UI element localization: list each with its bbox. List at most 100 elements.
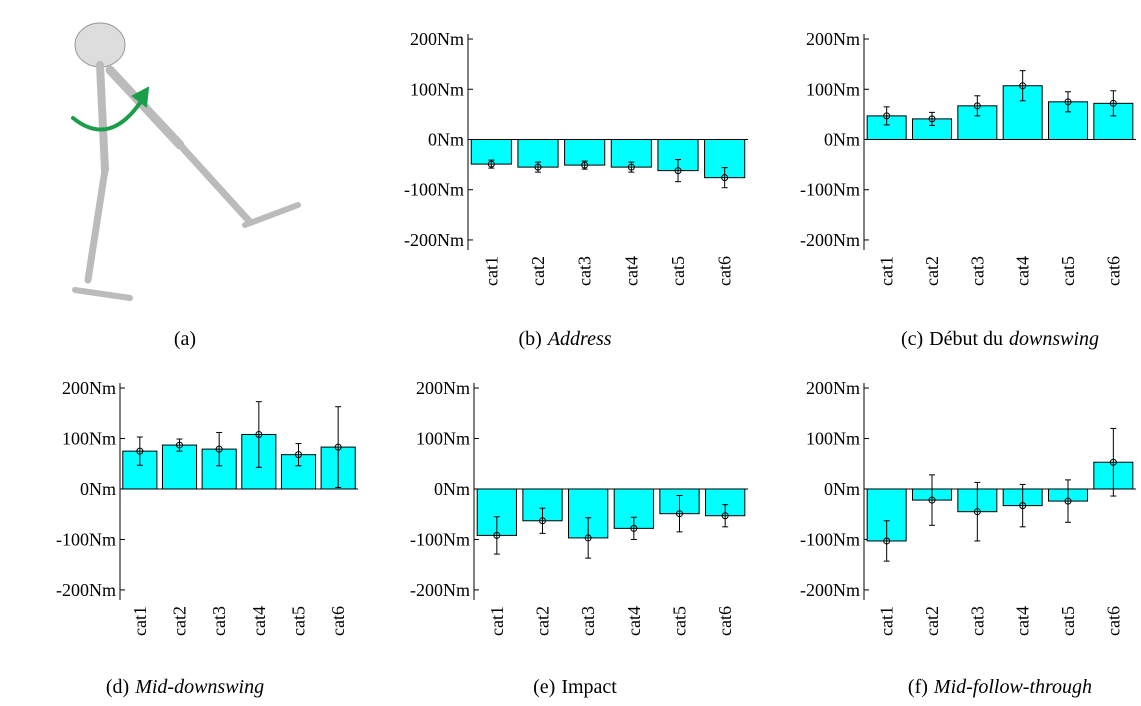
x-tick-label: cat6 [1103, 606, 1123, 636]
y-tick-label: -100Nm [404, 180, 464, 200]
y-tick-label: -200Nm [800, 230, 860, 250]
error-bar [928, 111, 936, 126]
error-bar [334, 406, 342, 488]
x-tick-label: cat6 [328, 606, 348, 636]
mean-marker [176, 441, 183, 449]
error-bar [1064, 91, 1072, 113]
y-tick-label: -200Nm [404, 230, 464, 250]
mean-marker [1019, 82, 1027, 90]
error-bar [883, 520, 891, 562]
error-bar [676, 495, 683, 533]
x-tick-label: cat1 [487, 606, 507, 636]
y-tick-label: 200Nm [806, 29, 860, 49]
error-bar [295, 443, 302, 467]
caption-emphasis: Mid-downswing [134, 676, 264, 698]
mean-marker [973, 508, 981, 516]
caption-emphasis: downswing [1009, 328, 1099, 350]
mean-marker [883, 537, 891, 545]
caption-label: (c) [901, 328, 923, 350]
error-bar [534, 161, 542, 173]
caption-text: Début du [929, 328, 1003, 350]
mean-marker [493, 531, 501, 539]
y-tick-label: -100Nm [800, 529, 860, 549]
x-tick-label: cat6 [715, 606, 735, 636]
mean-marker [1019, 502, 1027, 510]
x-tick-label: cat4 [1013, 256, 1033, 286]
mean-marker [136, 447, 144, 455]
y-tick-label: 100Nm [410, 79, 464, 99]
mean-marker [295, 451, 302, 459]
x-tick-label: cat5 [670, 606, 690, 636]
error-bar [883, 106, 891, 126]
x-tick-label: cat4 [624, 606, 644, 636]
error-bar [630, 516, 638, 540]
mean-marker [928, 115, 936, 123]
x-tick-label: cat5 [668, 256, 688, 286]
y-tick-label: -100Nm [410, 529, 470, 549]
mean-marker [973, 102, 981, 110]
mean-marker [630, 524, 638, 532]
x-tick-label: cat3 [578, 606, 598, 636]
caption-label: (f) [908, 676, 928, 698]
mean-marker [255, 430, 263, 438]
y-tick-label: 0Nm [824, 479, 860, 499]
x-tick-label: cat4 [621, 256, 641, 286]
x-tick-label: cat1 [877, 606, 897, 636]
x-tick-label: cat1 [877, 256, 897, 286]
y-tick-label: 200Nm [62, 378, 116, 398]
x-tick-label: cat3 [967, 256, 987, 286]
mean-marker [215, 445, 223, 453]
x-tick-label: cat2 [533, 606, 553, 636]
mean-marker [1109, 99, 1117, 107]
mean-marker [334, 443, 342, 451]
y-tick-label: 200Nm [416, 378, 470, 398]
caption-emphasis: Address [546, 328, 612, 350]
error-bar [928, 474, 936, 526]
mean-marker [721, 174, 729, 182]
x-tick-label: cat1 [130, 606, 150, 636]
mean-marker [721, 512, 729, 520]
y-tick-label: 200Nm [806, 378, 860, 398]
x-tick-label: cat4 [1013, 606, 1033, 636]
mean-marker [1109, 458, 1117, 466]
mean-marker [1064, 497, 1072, 505]
error-bar [493, 516, 501, 555]
panel-caption: (b) Address [518, 328, 611, 350]
error-bar [487, 159, 495, 169]
caption-text: Impact [561, 676, 617, 698]
x-tick-label: cat6 [1103, 256, 1123, 286]
error-bar [1019, 70, 1027, 102]
skeleton-illustration [71, 22, 301, 301]
caption-label: (b) [518, 328, 541, 350]
error-bar [973, 95, 981, 117]
panel-caption: (c) Début du downswing [901, 328, 1099, 350]
y-tick-label: -200Nm [410, 580, 470, 600]
x-tick-label: cat3 [209, 606, 229, 636]
error-bar [721, 167, 729, 189]
mean-marker [581, 161, 589, 169]
y-tick-label: -200Nm [56, 580, 116, 600]
error-bar [176, 438, 183, 452]
panel-caption: (a) [174, 328, 196, 350]
error-bar [584, 517, 592, 559]
bar [1093, 102, 1134, 140]
x-tick-label: cat2 [528, 256, 548, 286]
y-tick-label: 100Nm [806, 429, 860, 449]
y-tick-label: 0Nm [824, 129, 860, 149]
y-tick-label: -200Nm [800, 580, 860, 600]
y-tick-label: 0Nm [80, 479, 116, 499]
mean-marker [1064, 98, 1072, 106]
x-tick-label: cat4 [249, 606, 269, 636]
error-bar [627, 161, 635, 173]
mean-marker [539, 517, 546, 525]
x-tick-label: cat2 [922, 256, 942, 286]
y-tick-label: -100Nm [800, 180, 860, 200]
x-tick-label: cat2 [170, 606, 190, 636]
error-bar [1109, 427, 1117, 497]
bar [161, 444, 198, 490]
x-tick-label: cat5 [1058, 606, 1078, 636]
y-tick-label: 100Nm [416, 429, 470, 449]
y-tick-label: 100Nm [806, 79, 860, 99]
mean-marker [883, 112, 891, 120]
caption-emphasis: Mid-follow-through [933, 676, 1092, 698]
